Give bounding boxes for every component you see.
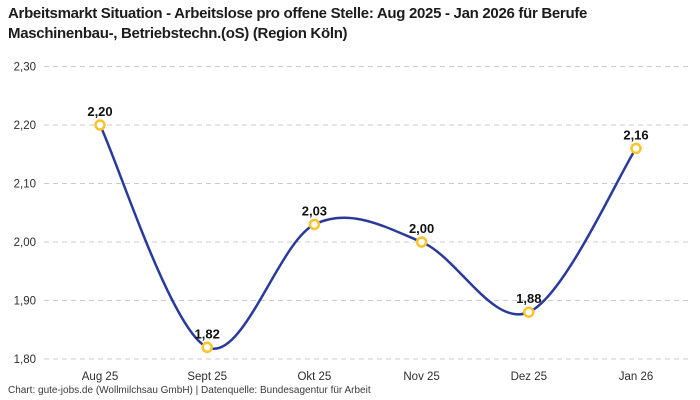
chart-title: Arbeitsmarkt Situation - Arbeitslose pro… xyxy=(8,5,588,42)
line-series xyxy=(98,123,638,351)
data-point-label: 1,82 xyxy=(195,326,220,341)
data-point-label: 2,03 xyxy=(302,203,327,218)
y-tick-label: 2,00 xyxy=(14,237,36,249)
data-point-label: 1,88 xyxy=(516,291,541,306)
data-point-label: 2,16 xyxy=(623,127,648,142)
data-point-label: 2,00 xyxy=(409,221,434,236)
y-tick-label: 2,30 xyxy=(14,62,36,74)
x-tick-label: Dez 25 xyxy=(511,371,547,383)
y-tick-label: 1,90 xyxy=(14,296,36,308)
data-point-marker xyxy=(94,119,106,131)
chart-source-credit: Chart: gute-jobs.de (Wollmilchsau GmbH) … xyxy=(8,385,371,396)
data-point-marker xyxy=(523,306,535,318)
y-tick-label: 2,20 xyxy=(14,120,36,132)
x-tick-label: Nov 25 xyxy=(403,371,439,383)
data-point-marker xyxy=(630,142,642,155)
x-tick-label: Sept 25 xyxy=(187,371,227,383)
y-tick-label: 2,10 xyxy=(14,179,36,191)
x-tick-label: Jan 26 xyxy=(619,371,654,383)
data-point-label: 2,20 xyxy=(87,104,112,119)
y-tick-label: 1,80 xyxy=(14,354,36,366)
data-point-marker xyxy=(308,218,321,231)
x-tick-label: Aug 25 xyxy=(82,371,118,383)
data-point-marker xyxy=(415,236,428,248)
data-point-marker xyxy=(201,341,213,354)
x-tick-label: Okt 25 xyxy=(297,371,331,383)
